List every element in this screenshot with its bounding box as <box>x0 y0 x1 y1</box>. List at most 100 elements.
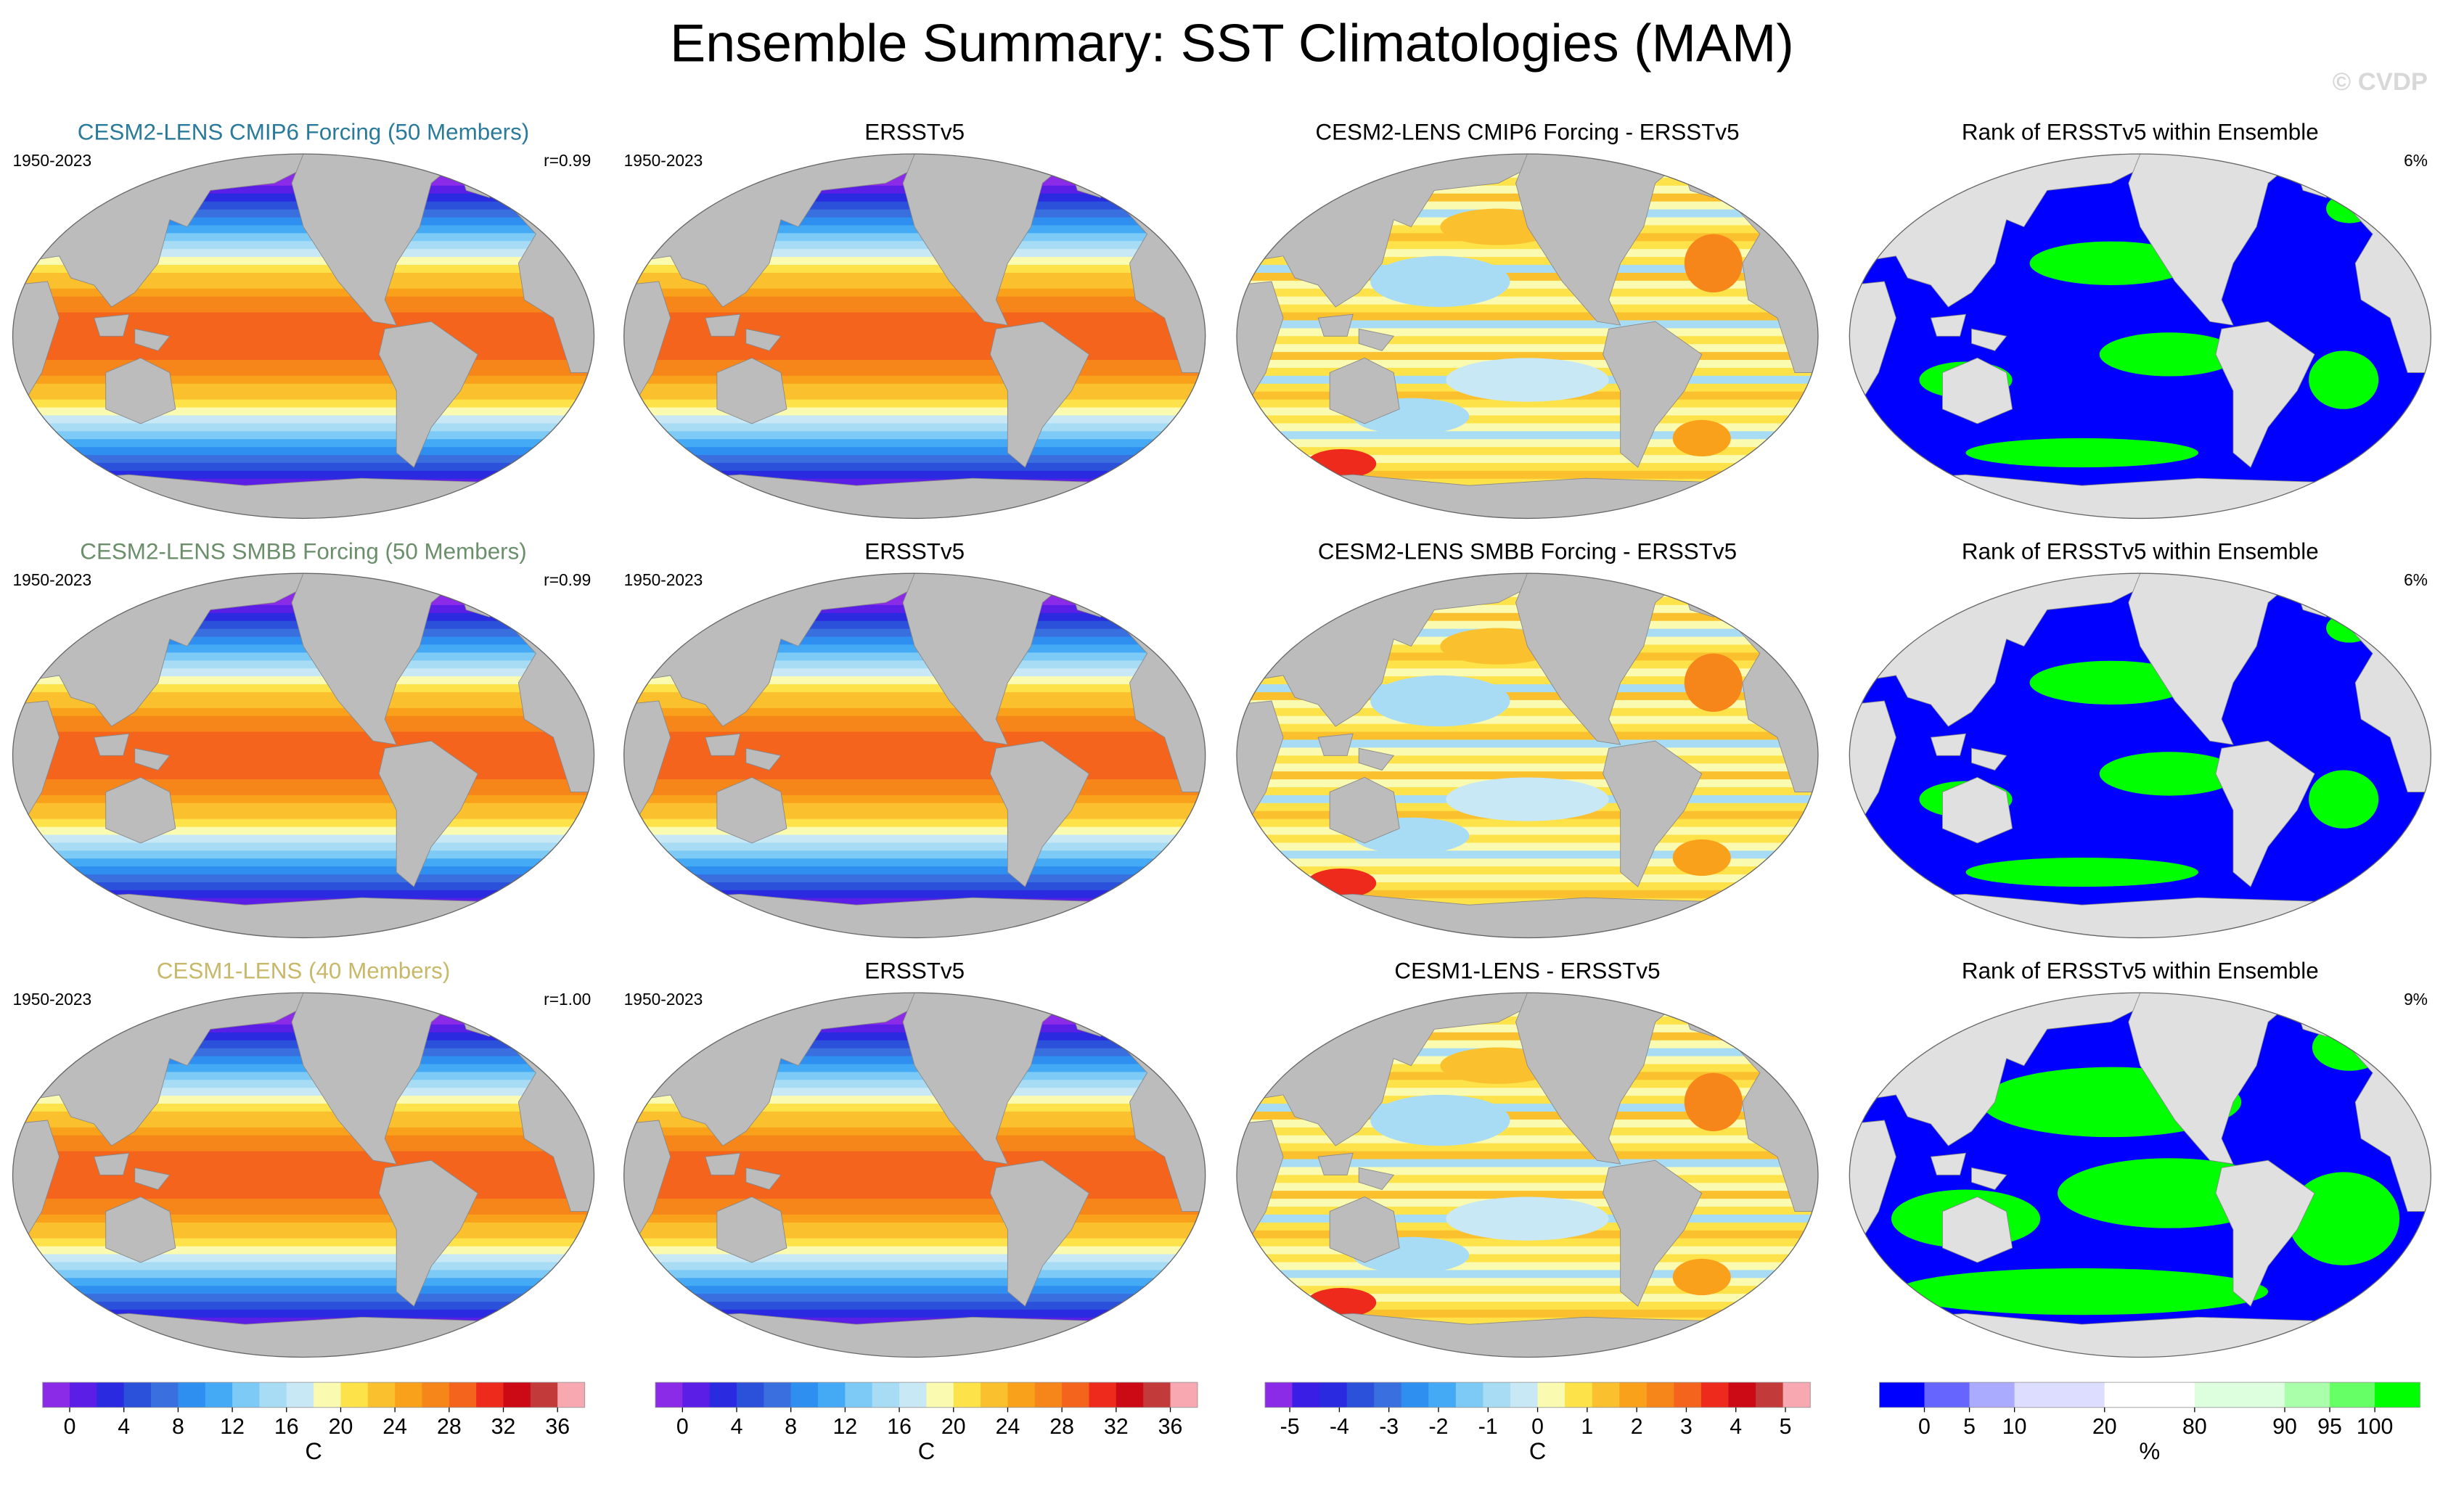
colorbar-box <box>1646 1382 1675 1408</box>
stat-label: r=1.00 <box>544 990 591 1009</box>
map-outline <box>1236 153 1819 520</box>
panel-title: CESM2-LENS SMBB Forcing (50 Members) <box>80 538 526 564</box>
colorbar-box <box>1401 1382 1429 1408</box>
colorbar-box <box>2284 1382 2330 1408</box>
colorbar-tick-label: -5 <box>1280 1415 1300 1439</box>
colorbar-box <box>818 1382 846 1408</box>
map-panel: ERSSTv5 1950-2023 <box>623 538 1206 939</box>
colorbar-box <box>1924 1382 1970 1408</box>
colorbar-box <box>123 1382 152 1408</box>
colorbar-tick-label: 5 <box>1963 1415 1976 1439</box>
colorbar-tick-label: 1 <box>1581 1415 1593 1439</box>
colorbar-box <box>872 1382 900 1408</box>
colorbar-box <box>1455 1382 1484 1408</box>
colorbar-tick-label: 12 <box>833 1415 858 1439</box>
colorbar-tick-label: 16 <box>887 1415 912 1439</box>
map-panel: Rank of ERSSTv5 within Ensemble 6% <box>1849 119 2431 520</box>
map-panel: CESM2-LENS CMIP6 Forcing - ERSSTv5 <box>1236 119 1819 520</box>
period-label: 1950-2023 <box>624 990 703 1009</box>
colorbar-tick-label: 0 <box>676 1415 689 1439</box>
panel-title: CESM2-LENS SMBB Forcing - ERSSTv5 <box>1318 538 1737 564</box>
colorbar: 0 4 8 12 16 20 24 28 32 36 C <box>42 1382 586 1464</box>
colorbar-tick-label: 10 <box>2002 1415 2027 1439</box>
colorbar-box <box>1879 1382 1925 1408</box>
colorbar-box <box>709 1382 737 1408</box>
map-outline <box>1236 572 1819 939</box>
panel-title: ERSSTv5 <box>864 958 965 983</box>
colorbar: -5 -4 -3 -2 -1 0 1 2 3 4 5 C <box>1264 1382 1811 1464</box>
map-outline <box>623 572 1206 939</box>
colorbar-box <box>2014 1382 2105 1408</box>
colorbar-tick-label: 80 <box>2182 1415 2207 1439</box>
map-panel: ERSSTv5 1950-2023 <box>623 958 1206 1358</box>
colorbar-box <box>259 1382 287 1408</box>
colorbar-box <box>232 1382 261 1408</box>
colorbar: 0 4 8 12 16 20 24 28 32 36 C <box>655 1382 1198 1464</box>
colorbar-box <box>1537 1382 1565 1408</box>
colorbar-unit: C <box>1529 1438 1546 1464</box>
figure-title: Ensemble Summary: SST Climatologies (MAM… <box>670 12 1794 73</box>
colorbar-box <box>1143 1382 1171 1408</box>
colorbar-box <box>1969 1382 2015 1408</box>
map-panel: ERSSTv5 1950-2023 <box>623 119 1206 520</box>
colorbar-box <box>476 1382 504 1408</box>
colorbar-box <box>1007 1382 1036 1408</box>
colorbar-tick-label: 28 <box>1049 1415 1074 1439</box>
colorbar-box <box>2330 1382 2375 1408</box>
colorbar-box <box>1346 1382 1375 1408</box>
period-label: 1950-2023 <box>13 151 92 170</box>
colorbar-unit: C <box>305 1438 322 1464</box>
colorbar-tick-label: 20 <box>2092 1415 2117 1439</box>
colorbar-unit: % <box>2139 1438 2160 1464</box>
panel-title: Rank of ERSSTv5 within Ensemble <box>1962 538 2319 564</box>
stat-label: 6% <box>2404 151 2428 170</box>
colorbar-tick-label: 0 <box>1531 1415 1544 1439</box>
colorbar-tick-label: 8 <box>785 1415 797 1439</box>
map-panel: CESM1-LENS (40 Members) 1950-2023 r=1.00 <box>12 958 595 1358</box>
map-outline <box>623 992 1206 1358</box>
colorbar-box <box>1592 1382 1620 1408</box>
colorbar-tick-label: 0 <box>64 1415 76 1439</box>
colorbar-box <box>1782 1382 1811 1408</box>
colorbar-tick-label: 28 <box>437 1415 462 1439</box>
colorbar-box <box>340 1382 369 1408</box>
panel-title: Rank of ERSSTv5 within Ensemble <box>1962 958 2319 983</box>
colorbar-tick-label: 16 <box>274 1415 299 1439</box>
colorbar-tick-label: -2 <box>1429 1415 1449 1439</box>
panel-title: CESM1-LENS (40 Members) <box>157 958 451 983</box>
colorbar-box <box>314 1382 342 1408</box>
map-outline <box>1849 572 2431 939</box>
map-panel: CESM1-LENS - ERSSTv5 <box>1236 958 1819 1358</box>
map-outline <box>12 992 595 1358</box>
colorbar-box <box>1264 1382 1293 1408</box>
colorbar-tick-label: 5 <box>1780 1415 1792 1439</box>
colorbar-box <box>449 1382 477 1408</box>
colorbar-box <box>395 1382 423 1408</box>
colorbar-box <box>367 1382 396 1408</box>
colorbar-box <box>764 1382 792 1408</box>
colorbar-box <box>205 1382 233 1408</box>
period-label: 1950-2023 <box>624 151 703 170</box>
colorbar-tick-label: 24 <box>382 1415 407 1439</box>
colorbar-box <box>1674 1382 1702 1408</box>
colorbar-tick-label: 8 <box>172 1415 184 1439</box>
panel-title: CESM1-LENS - ERSSTv5 <box>1394 958 1660 983</box>
colorbar-unit: C <box>918 1438 935 1464</box>
colorbar-tick-label: 32 <box>1104 1415 1129 1439</box>
colorbar-box <box>655 1382 683 1408</box>
panel-title: CESM2-LENS CMIP6 Forcing - ERSSTv5 <box>1315 119 1739 144</box>
period-label: 1950-2023 <box>13 990 92 1009</box>
colorbar-box <box>1292 1382 1320 1408</box>
map-panel: CESM2-LENS SMBB Forcing - ERSSTv5 <box>1236 538 1819 939</box>
colorbar-box <box>790 1382 819 1408</box>
colorbar-tick-label: 90 <box>2272 1415 2297 1439</box>
colorbar: 0 5 10 20 80 90 95 100% <box>1879 1382 2420 1464</box>
panel-title: ERSSTv5 <box>864 119 965 144</box>
colorbar-box <box>178 1382 206 1408</box>
colorbar-tick-label: 24 <box>996 1415 1020 1439</box>
period-label: 1950-2023 <box>624 570 703 589</box>
map-outline <box>623 153 1206 520</box>
colorbar-tick-label: -4 <box>1330 1415 1349 1439</box>
colorbar-box <box>926 1382 954 1408</box>
colorbar-box <box>1619 1382 1648 1408</box>
